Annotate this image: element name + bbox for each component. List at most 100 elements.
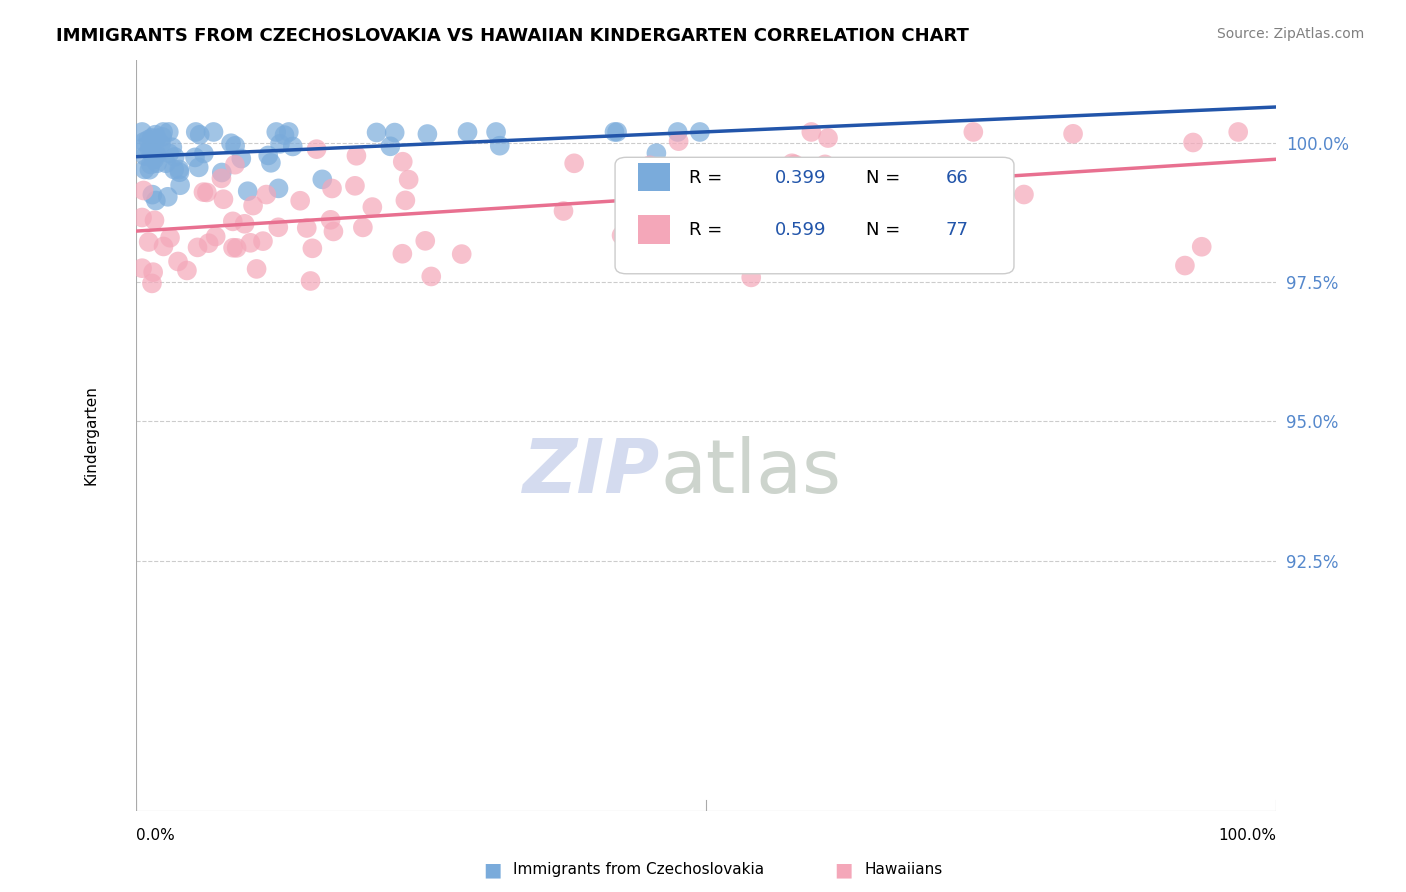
Point xyxy=(391,246,413,260)
Bar xyxy=(638,215,669,244)
Text: R =: R = xyxy=(689,221,728,239)
Point xyxy=(202,125,225,139)
Point xyxy=(225,241,247,255)
Point xyxy=(391,154,413,169)
Point xyxy=(143,153,166,167)
Point xyxy=(141,131,163,145)
Point xyxy=(136,133,159,147)
Point xyxy=(134,162,156,177)
Point xyxy=(231,152,253,166)
Point xyxy=(295,221,318,235)
Point xyxy=(145,147,167,161)
Point xyxy=(233,217,256,231)
Point xyxy=(394,194,416,208)
Point xyxy=(346,149,368,163)
Point xyxy=(150,129,173,144)
Point xyxy=(366,125,388,139)
Point xyxy=(219,136,242,151)
Point xyxy=(132,140,155,154)
Point xyxy=(343,178,366,193)
Point xyxy=(176,263,198,277)
Point xyxy=(186,240,208,254)
Point xyxy=(142,265,165,279)
Point xyxy=(155,156,177,170)
Point xyxy=(702,235,724,249)
Point xyxy=(162,140,184,154)
Point xyxy=(281,139,304,153)
Point xyxy=(619,162,641,177)
Point xyxy=(239,235,262,250)
Point xyxy=(685,183,707,197)
Point xyxy=(322,224,344,238)
Point xyxy=(211,165,233,179)
Text: Immigrants from Czechoslovakia: Immigrants from Czechoslovakia xyxy=(513,863,765,877)
Point xyxy=(141,187,163,202)
Text: 0.599: 0.599 xyxy=(775,221,827,239)
Point xyxy=(204,229,226,244)
Point xyxy=(131,125,153,139)
Text: Hawaiians: Hawaiians xyxy=(865,863,943,877)
Text: 0.0%: 0.0% xyxy=(136,828,176,843)
Point xyxy=(145,133,167,147)
Point xyxy=(150,136,173,151)
Point xyxy=(785,186,807,200)
FancyBboxPatch shape xyxy=(614,157,1014,274)
Point xyxy=(413,234,436,248)
Point xyxy=(212,192,235,206)
Point xyxy=(1012,187,1035,202)
Point xyxy=(143,128,166,142)
Point xyxy=(603,125,626,139)
Point xyxy=(224,158,246,172)
Point xyxy=(167,254,190,268)
Point xyxy=(195,186,218,200)
Point xyxy=(713,211,735,225)
Point xyxy=(780,156,803,170)
Text: Source: ZipAtlas.com: Source: ZipAtlas.com xyxy=(1216,27,1364,41)
Point xyxy=(610,228,633,243)
Point xyxy=(319,212,342,227)
Text: IMMIGRANTS FROM CZECHOSLOVAKIA VS HAWAIIAN KINDERGARTEN CORRELATION CHART: IMMIGRANTS FROM CZECHOSLOVAKIA VS HAWAII… xyxy=(56,27,969,45)
Point xyxy=(638,158,661,172)
Point xyxy=(159,231,181,245)
Bar xyxy=(638,162,669,191)
Point xyxy=(260,156,283,170)
Point xyxy=(163,162,186,177)
Point xyxy=(245,261,267,276)
Point xyxy=(645,146,668,161)
Point xyxy=(134,149,156,163)
Text: 77: 77 xyxy=(946,221,969,239)
Text: N =: N = xyxy=(866,221,905,239)
Point xyxy=(269,136,291,151)
Point xyxy=(188,128,211,142)
Point xyxy=(1182,136,1205,150)
Point xyxy=(789,183,811,197)
Point xyxy=(299,274,322,288)
Point xyxy=(169,165,191,179)
Text: 66: 66 xyxy=(946,169,969,187)
Text: ZIP: ZIP xyxy=(523,436,661,509)
Point xyxy=(252,234,274,248)
Point xyxy=(197,236,219,251)
Point xyxy=(740,270,762,285)
Point xyxy=(184,125,207,139)
Text: Kindergarten: Kindergarten xyxy=(83,385,98,485)
Point xyxy=(254,187,277,202)
Point xyxy=(311,172,333,186)
Point xyxy=(962,125,984,139)
Text: 0.399: 0.399 xyxy=(775,169,827,187)
Point xyxy=(277,125,299,139)
Point xyxy=(553,204,575,219)
Point xyxy=(1191,240,1213,254)
Point xyxy=(169,178,191,193)
Point xyxy=(689,125,711,139)
Point xyxy=(193,146,215,161)
Point xyxy=(132,135,155,149)
Text: N =: N = xyxy=(866,169,905,187)
Point xyxy=(305,142,328,156)
Text: ■: ■ xyxy=(834,860,853,880)
Point xyxy=(606,125,628,139)
Text: atlas: atlas xyxy=(661,436,842,509)
Point xyxy=(157,125,180,139)
Point xyxy=(143,213,166,227)
Point xyxy=(841,166,863,180)
